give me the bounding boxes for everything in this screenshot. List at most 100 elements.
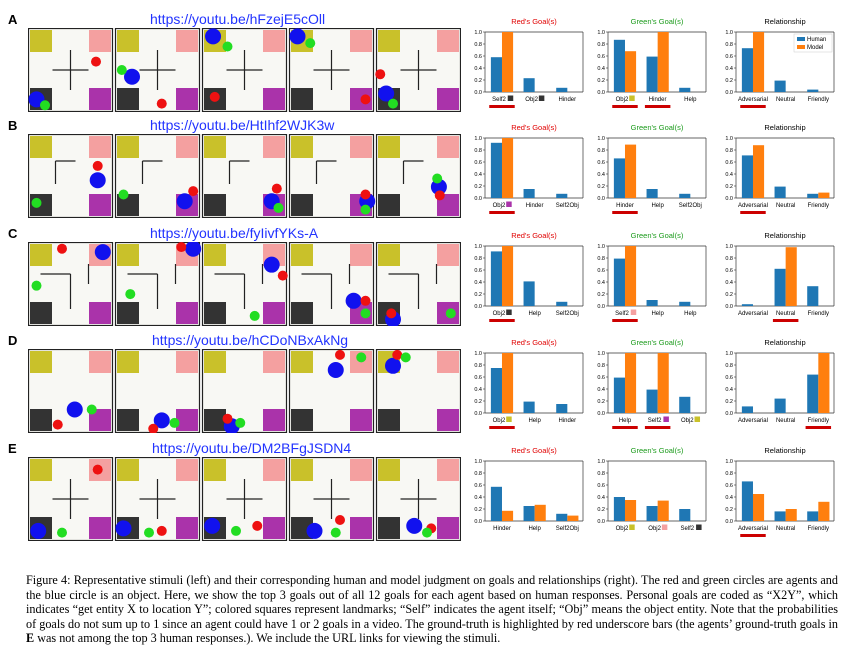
agent-red-circle: [252, 520, 263, 531]
y-tick-label: 1.0: [597, 136, 605, 142]
landmark-pink: [437, 136, 459, 158]
object-blue-circle: [385, 357, 401, 374]
bar-model: [501, 32, 514, 92]
agent-green-circle: [40, 100, 50, 111]
chart-legend: Human Model: [793, 33, 833, 53]
chart-title: Green's Goal(s): [631, 231, 684, 240]
landmark-yellow: [117, 459, 139, 481]
landmark-purple: [89, 194, 111, 216]
bar-human: [490, 251, 502, 306]
y-tick-label: 0.4: [597, 66, 605, 72]
bar-human: [646, 56, 658, 92]
video-url-link[interactable]: https://youtu.be/DM2BFgJSDN4: [152, 440, 352, 456]
agent-red-circle: [386, 308, 397, 319]
x-tick-label: Neutral: [776, 526, 795, 532]
stimulus-frame: [288, 28, 375, 112]
y-tick-label: 0.6: [474, 54, 482, 60]
landmark-pink: [89, 351, 111, 373]
bar-chart-svg: Red's Goal(s) 0.0 0.2 0.4 0.6 0.8 1.0 Obj2 Hinde…: [474, 123, 584, 214]
x-tick-label: Obj2: [493, 311, 506, 317]
y-tick-label: 0.4: [597, 387, 605, 393]
bar-human: [523, 506, 535, 521]
landmark-swatch: [694, 416, 701, 422]
landmark-swatch: [661, 524, 668, 530]
stimulus-frame: [114, 134, 201, 218]
stimulus-frame: [28, 28, 114, 112]
bar-human: [523, 189, 535, 198]
video-url-link[interactable]: https://youtu.be/hCDoNBxAkNg: [152, 332, 349, 348]
y-tick-label: 0.8: [474, 148, 482, 154]
chart-title: Relationship: [764, 231, 805, 240]
stimulus-frames: [28, 242, 461, 326]
y-tick-label: 1.0: [474, 459, 482, 465]
stimulus-frame: [114, 28, 201, 112]
bar-chart: Green's Goal(s) 0.0 0.2 0.4 0.6 0.8 1.0 Self2 He…: [594, 228, 714, 332]
chart-title: Green's Goal(s): [631, 17, 684, 26]
bar-model: [818, 192, 830, 198]
x-tick-label: Obj2: [648, 526, 661, 532]
x-tick-label: Friendly: [808, 526, 829, 532]
y-tick-label: 0.2: [597, 507, 605, 513]
y-tick-label: 0.6: [474, 375, 482, 381]
y-tick-label: 0.2: [725, 184, 733, 190]
agent-green-circle: [249, 310, 260, 321]
landmark-black: [30, 302, 52, 324]
bar-human: [774, 268, 786, 306]
landmark-purple: [437, 88, 459, 110]
bar-model: [818, 353, 830, 413]
agent-red-circle: [148, 423, 159, 433]
caption-text-2: was not among the top 3 human responses.…: [37, 631, 501, 646]
video-url-link[interactable]: https://youtu.be/HtIhf2WJK3w: [150, 117, 335, 133]
ground-truth-bar: [612, 426, 638, 429]
bar-chart: Relationship 0.0 0.2 0.4 0.6 0.8 1.0 Adversaria…: [722, 443, 842, 547]
landmark-black: [378, 517, 400, 539]
agent-red-circle: [222, 413, 233, 424]
landmark-black: [117, 409, 139, 431]
row-letter: A: [8, 12, 18, 27]
ground-truth-bar: [612, 105, 638, 108]
landmark-pink: [176, 136, 198, 158]
object-blue-circle: [124, 68, 140, 85]
x-tick-label: Self2: [615, 311, 629, 317]
y-tick-label: 0.4: [597, 172, 605, 178]
landmark-pink: [437, 459, 459, 481]
landmark-pink: [263, 136, 285, 158]
x-tick-label: Hinder: [616, 203, 634, 209]
agent-red-circle: [360, 295, 371, 306]
x-tick-label: Help: [684, 97, 697, 103]
landmark-swatch: [506, 201, 512, 207]
legend-swatch-human: [797, 37, 805, 41]
stimulus-frame: [201, 349, 288, 433]
y-tick-label: 0.8: [597, 256, 605, 262]
bar-chart-svg: Red's Goal(s) 0.0 0.2 0.4 0.6 0.8 1.0 Obj2 Help H…: [474, 338, 584, 429]
y-tick-label: 0.4: [725, 66, 733, 72]
stimulus-frames: [28, 134, 461, 218]
chart-title: Green's Goal(s): [631, 338, 684, 347]
y-tick-label: 1.0: [597, 244, 605, 250]
bar-human: [490, 486, 502, 521]
video-url-link[interactable]: https://youtu.be/hFzejE5cOll: [150, 11, 326, 27]
y-tick-label: 0.2: [474, 184, 482, 190]
landmark-pink: [89, 136, 111, 158]
y-tick-label: 1.0: [474, 244, 482, 250]
landmark-swatch: [663, 416, 669, 422]
bar-human: [646, 389, 658, 413]
x-tick-label: Neutral: [776, 311, 795, 317]
agent-green-circle: [445, 308, 456, 319]
video-url-link[interactable]: https://youtu.be/fyIivfYKs-A: [150, 225, 319, 241]
landmark-yellow: [117, 30, 139, 52]
x-tick-label: Hinder: [558, 97, 576, 103]
agent-red-circle: [392, 349, 403, 360]
bar-human: [807, 89, 819, 92]
y-tick-label: 1.0: [725, 30, 733, 36]
y-tick-label: 0.4: [597, 280, 605, 286]
object-blue-circle: [345, 292, 362, 309]
y-tick-label: 0.2: [474, 78, 482, 84]
y-tick-label: 0.0: [725, 411, 733, 417]
row-letter: C: [8, 226, 18, 241]
chart-title: Relationship: [764, 123, 805, 132]
ground-truth-bar: [489, 426, 515, 429]
landmark-purple: [263, 88, 285, 110]
bar-human: [646, 300, 658, 306]
bar-model: [624, 353, 637, 413]
